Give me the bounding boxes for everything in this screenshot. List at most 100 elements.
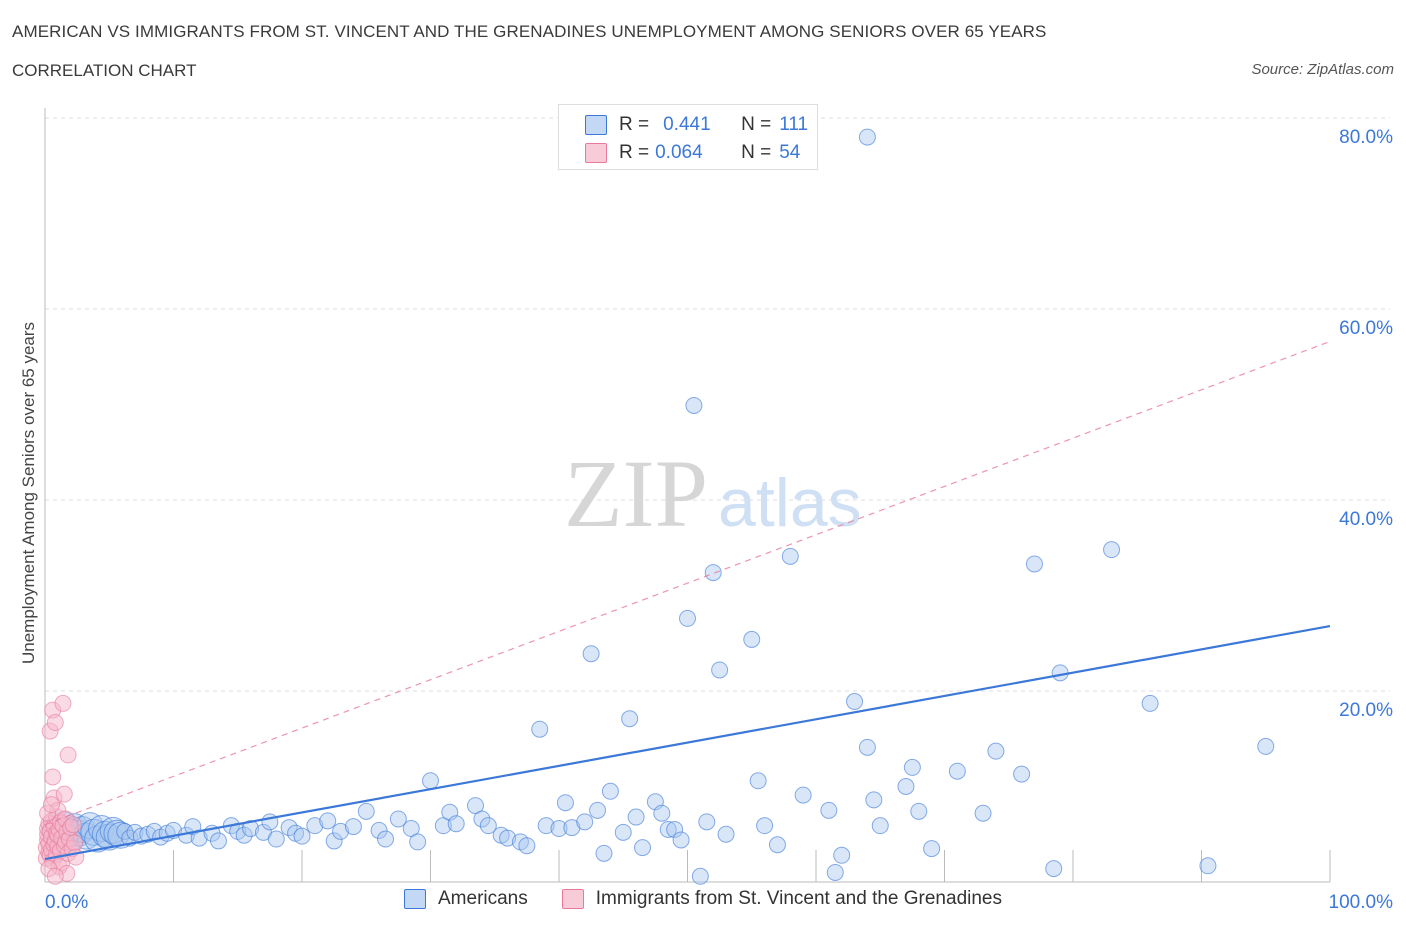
- americans-point: [499, 829, 517, 847]
- americans-point: [987, 742, 1005, 760]
- immigrants-trend-line: [44, 340, 1331, 826]
- chart-subtitle: CORRELATION CHART: [12, 61, 197, 80]
- americans-point: [634, 839, 652, 857]
- americans-point: [871, 817, 889, 835]
- data-points: [37, 128, 1275, 885]
- immigrants-point: [46, 867, 64, 885]
- immigrants-point: [46, 714, 64, 732]
- legend-swatch-pink: [585, 143, 607, 163]
- legend-n-label: N =: [741, 142, 772, 163]
- americans-point: [209, 832, 227, 850]
- americans-point: [768, 836, 786, 854]
- americans-point: [242, 820, 260, 838]
- americans-point: [370, 821, 388, 839]
- x-tick-label: 100.0%: [1329, 892, 1394, 913]
- americans-point: [781, 547, 799, 565]
- americans-point: [601, 782, 619, 800]
- americans-point: [923, 840, 941, 858]
- americans-point: [659, 820, 677, 838]
- americans-point: [589, 801, 607, 819]
- legend-r-label: R =: [619, 142, 650, 163]
- americans-point: [319, 812, 337, 830]
- x-tick-label: 0.0%: [45, 892, 88, 913]
- immigrants-point: [66, 834, 84, 852]
- legend-r-value: 0.064: [655, 142, 703, 163]
- americans-point: [1013, 765, 1031, 783]
- americans-point: [820, 801, 838, 819]
- americans-point: [595, 844, 613, 862]
- americans-point: [235, 826, 253, 844]
- correlation-legend: R = 0.441 N = 111 R = 0.064 N = 54: [558, 104, 818, 170]
- americans-point: [447, 815, 465, 833]
- americans-point: [948, 762, 966, 780]
- grid-lines: [45, 117, 1390, 692]
- americans-point: [1199, 857, 1217, 875]
- americans-point: [422, 772, 439, 790]
- americans-point: [846, 693, 864, 711]
- immigrants-point: [54, 694, 72, 712]
- americans-point: [653, 804, 671, 822]
- trend-lines: [44, 340, 1331, 861]
- americans-point: [974, 804, 992, 822]
- americans-point: [582, 645, 600, 663]
- americans-point: [614, 823, 632, 841]
- legend-item-americans: Americans: [404, 888, 528, 910]
- americans-point: [679, 609, 696, 627]
- americans-point: [711, 661, 729, 679]
- legend-n-value: 54: [779, 142, 801, 163]
- legend-swatch-pink: [561, 889, 584, 909]
- americans-point: [531, 720, 549, 738]
- americans-point: [717, 825, 735, 843]
- americans-point: [865, 791, 883, 809]
- americans-point: [280, 819, 298, 837]
- y-tick-label: 60.0%: [1339, 318, 1393, 339]
- americans-point: [698, 813, 716, 831]
- americans-point: [479, 817, 497, 835]
- americans-point: [621, 710, 639, 728]
- legend-label-americans: Americans: [438, 888, 528, 909]
- americans-point: [749, 772, 767, 790]
- legend-row-americans: R = 0.441 N = 111: [585, 113, 808, 137]
- americans-point: [409, 833, 427, 851]
- americans-point: [858, 128, 876, 146]
- legend-r-label: R =: [619, 114, 650, 135]
- immigrants-point: [44, 768, 62, 786]
- americans-point: [332, 822, 350, 840]
- series-legend: Americans Immigrants from St. Vincent an…: [0, 888, 1406, 910]
- americans-point: [1141, 694, 1159, 712]
- immigrants-point: [59, 746, 77, 764]
- americans-point: [897, 778, 915, 795]
- americans-point: [344, 818, 362, 836]
- source-label: Source: ZipAtlas.com: [1251, 61, 1394, 78]
- americans-point: [537, 817, 555, 835]
- americans-point: [357, 802, 375, 820]
- y-tick-label: 20.0%: [1339, 700, 1393, 721]
- y-tick-label: 80.0%: [1339, 127, 1393, 148]
- legend-n-value: 111: [779, 114, 809, 135]
- americans-point: [550, 820, 568, 838]
- legend-label-immigrants: Immigrants from St. Vincent and the Gren…: [595, 888, 1002, 909]
- legend-r-value: 0.441: [663, 114, 711, 135]
- legend-n-label: N =: [741, 114, 772, 135]
- legend-row-immigrants: R = 0.064 N = 54: [585, 141, 800, 165]
- americans-point: [473, 810, 491, 828]
- americans-point: [826, 863, 844, 881]
- americans-point: [756, 817, 774, 835]
- americans-point: [518, 837, 536, 855]
- americans-point: [691, 867, 709, 885]
- americans-point: [627, 808, 645, 826]
- y-axis-label: Unemployment Among Seniors over 65 years: [19, 322, 38, 664]
- americans-point: [556, 794, 574, 812]
- americans-point: [267, 830, 285, 848]
- americans-point: [743, 630, 761, 648]
- watermark-atlas: atlas: [718, 465, 862, 541]
- watermark-zip: ZIP: [564, 440, 708, 547]
- americans-point: [833, 846, 851, 864]
- americans-point: [858, 738, 876, 756]
- americans-point: [293, 827, 311, 845]
- y-tick-label: 40.0%: [1339, 509, 1393, 530]
- americans-point: [666, 820, 684, 838]
- immigrants-point: [42, 796, 60, 814]
- legend-swatch-blue: [404, 889, 426, 909]
